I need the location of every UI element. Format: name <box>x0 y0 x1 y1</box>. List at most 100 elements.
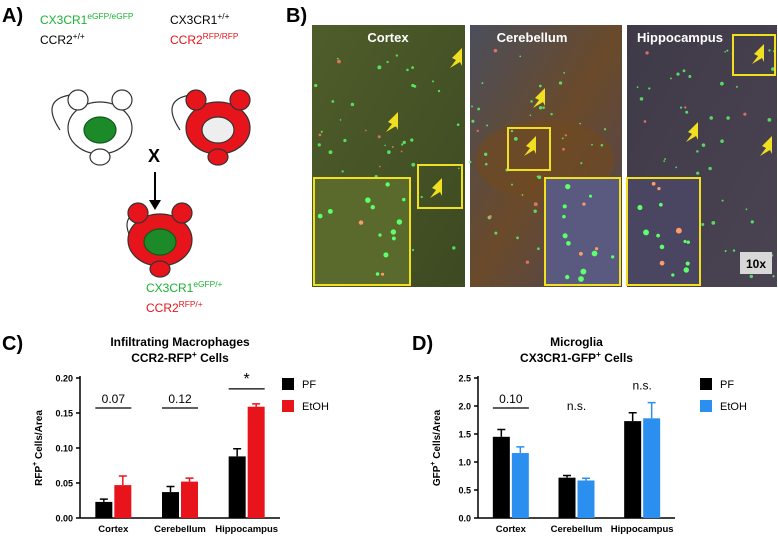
panel-label: A) <box>2 5 23 27</box>
legend-swatch <box>700 378 712 390</box>
cell <box>749 274 754 279</box>
cell <box>375 272 380 276</box>
cell <box>378 165 381 168</box>
cell <box>431 80 434 83</box>
y-tick-label: 0.10 <box>55 444 73 454</box>
legend-label: EtOH <box>720 401 747 413</box>
cell <box>519 55 522 58</box>
cell <box>643 229 650 236</box>
cell <box>726 49 729 52</box>
cell <box>743 112 747 116</box>
cell <box>683 267 689 273</box>
cell <box>566 241 571 246</box>
chart-subtitle: CX3CR1-GFP+ Cells <box>520 349 633 365</box>
y-tick-label: 1.5 <box>458 430 471 440</box>
cell <box>578 276 584 282</box>
cell <box>639 97 644 101</box>
cell <box>696 150 699 153</box>
arrow <box>386 112 398 132</box>
error-bar <box>118 475 127 486</box>
cell <box>365 197 371 203</box>
x-tick-label: Cortex <box>496 524 527 535</box>
error-bar <box>233 447 242 457</box>
legend-label: EtOH <box>302 401 329 413</box>
cell <box>682 69 686 73</box>
cell <box>486 124 489 127</box>
cell <box>318 133 322 137</box>
genotype: CX3CR1+/+ <box>170 11 230 27</box>
cell <box>385 182 390 187</box>
cell <box>578 251 583 256</box>
bar <box>492 436 510 518</box>
cell <box>767 117 772 122</box>
cell <box>658 202 663 207</box>
genotypes: CX3CR1eGFP/eGFP CCR2+/+ CX3CR1+/+ CCR2RF… <box>40 11 239 315</box>
cell <box>562 204 567 209</box>
legend-swatch <box>282 378 294 390</box>
cell <box>437 89 441 93</box>
cell <box>386 60 389 64</box>
chart-subtitle-text: CX3CR1-GFP <box>520 351 596 365</box>
arrows <box>386 44 772 198</box>
cell <box>683 239 687 244</box>
cell <box>402 197 406 202</box>
cell <box>565 274 570 280</box>
panel-label: D) <box>412 333 433 355</box>
cell <box>320 130 323 133</box>
allele: +/+ <box>73 31 85 41</box>
cell <box>579 122 582 125</box>
cell <box>735 85 738 88</box>
cell <box>768 49 771 52</box>
cell <box>745 208 748 211</box>
cell <box>395 54 399 57</box>
cell <box>732 249 736 252</box>
cell <box>483 152 488 157</box>
bar <box>162 492 179 518</box>
cell <box>384 144 386 147</box>
cell <box>688 74 692 78</box>
cell <box>659 260 665 266</box>
cell <box>378 233 382 237</box>
cell <box>721 199 724 202</box>
cell <box>563 71 566 74</box>
cell <box>675 227 682 234</box>
cell <box>411 66 414 70</box>
cell <box>588 194 593 198</box>
y-tick-label: 0.20 <box>55 374 73 384</box>
y-tick-label: 0.00 <box>55 514 73 524</box>
legend-label: PF <box>302 379 316 391</box>
x-tick-label: Hippocampus <box>215 524 278 535</box>
cell <box>521 194 524 196</box>
error-bar <box>628 411 637 422</box>
bar <box>247 406 265 518</box>
cell <box>720 139 724 143</box>
cell <box>562 233 568 239</box>
chart-subtitle-sup: + <box>192 349 197 359</box>
cell <box>488 215 492 219</box>
cell <box>401 143 404 146</box>
allele: eGFP/eGFP <box>87 11 133 21</box>
bar <box>558 477 576 518</box>
cell <box>724 50 726 53</box>
cell <box>396 219 403 225</box>
cell <box>343 138 347 143</box>
cell <box>701 143 706 147</box>
chart-subtitle-rest: Cells <box>197 351 229 365</box>
legend-swatch <box>282 400 294 412</box>
cell <box>510 129 514 133</box>
cell <box>341 170 344 173</box>
cell <box>317 213 323 219</box>
arrow <box>533 88 545 108</box>
region-labels: Cortex Cerebellum Hippocampus <box>367 30 723 45</box>
zoom-box <box>507 127 551 171</box>
cell <box>724 249 727 253</box>
cell <box>331 100 335 103</box>
cell <box>671 273 675 277</box>
cell <box>538 106 543 110</box>
error-bar <box>252 403 261 407</box>
cell <box>550 112 553 116</box>
y-axis-label-rest: Cells/Area <box>34 410 45 462</box>
allele: +/+ <box>217 11 229 21</box>
cell <box>701 222 705 226</box>
chart-title: Microglia <box>550 335 603 349</box>
